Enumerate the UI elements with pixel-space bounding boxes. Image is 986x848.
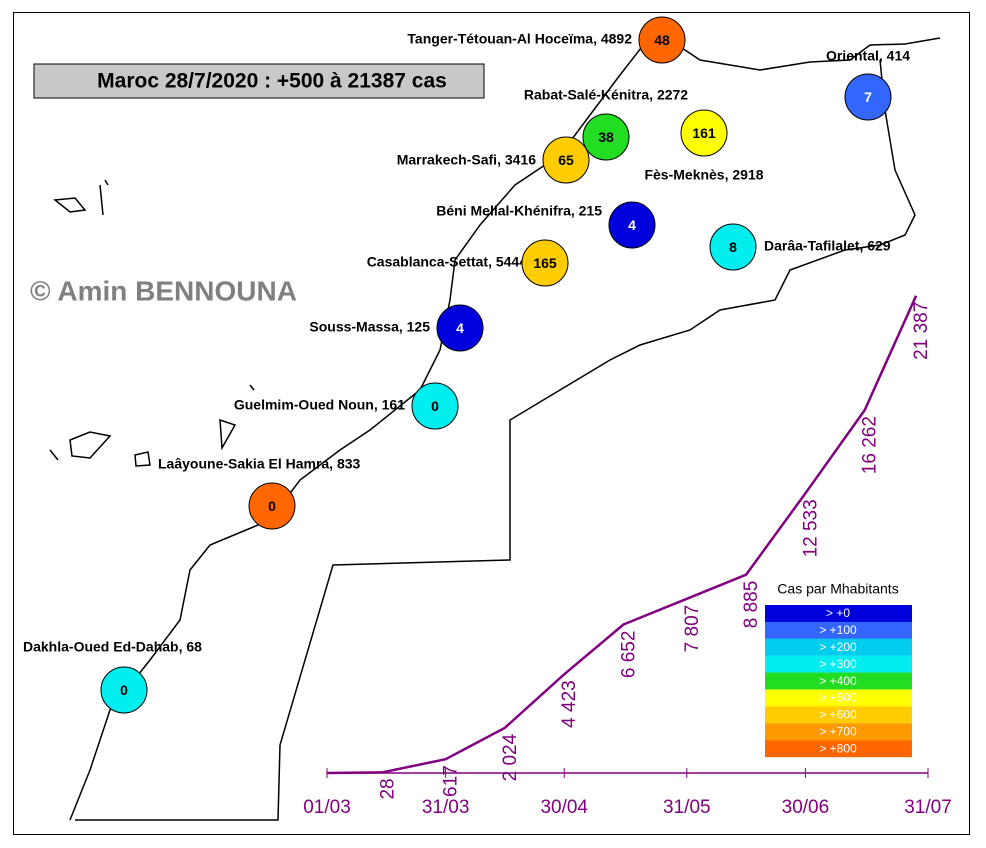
legend-label: > +100 (819, 623, 857, 637)
region-label: Dakhla-Oued Ed-Dahab, 68 (23, 639, 202, 655)
legend-swatch (765, 638, 912, 656)
value-label: 4 423 (559, 680, 580, 728)
region-label: Rabat-Salé-Kénitra, 2272 (524, 87, 688, 103)
legend: Cas par Mhabitants > +0 > +100 > +200 > +300… (765, 581, 912, 758)
region-label: Casablanca-Settat, 5444 (367, 254, 528, 270)
legend-swatch (765, 723, 912, 741)
legend-label: > +300 (819, 657, 857, 671)
inset-chart: 01/03 31/03 30/04 31/05 30/06 31/07 28 617 2 024… (303, 295, 952, 818)
value-label: 21 387 (911, 302, 932, 360)
region-bubble (411, 382, 459, 430)
region-bubble (582, 113, 630, 161)
region-value: 0 (431, 398, 439, 414)
region-bubble (100, 666, 148, 714)
region-bubble (608, 201, 656, 249)
region-value: 161 (692, 125, 716, 141)
value-label: 6 652 (619, 631, 640, 679)
x-tick-label: 01/03 (303, 797, 351, 818)
legend-label: > +600 (819, 708, 857, 722)
region-label: Darâa-Tafilalet, 629 (764, 238, 891, 254)
region-label: Fès-Meknès, 2918 (644, 167, 763, 183)
legend-label: > +800 (819, 741, 857, 755)
region-label: Marrakech-Safi, 3416 (397, 152, 537, 168)
legend-swatch (765, 740, 912, 758)
region-value: 65 (558, 152, 574, 168)
legend-swatch (765, 672, 912, 690)
title-box (33, 63, 485, 99)
regions: Tanger-Tétouan-Al Hoceïma, 4892 48Orienta… (23, 16, 910, 714)
region-label: Béni Mellal-Khénifra, 215 (436, 203, 602, 219)
region-value: 7 (864, 89, 872, 105)
x-tick-label: 30/04 (540, 797, 588, 818)
copyright: © Amin BENNOUNA (30, 275, 297, 306)
region-bubble (638, 16, 686, 64)
legend-title: Cas par Mhabitants (777, 581, 898, 597)
region-bubble (844, 73, 892, 121)
region-value: 38 (598, 129, 614, 145)
legend-swatch (765, 605, 912, 622)
region-label: Souss-Massa, 125 (309, 319, 430, 335)
region-label: Laâyoune-Sakia El Hamra, 833 (158, 456, 361, 472)
region-value: 8 (729, 239, 737, 255)
legend-label: > +200 (819, 640, 857, 654)
region-label: Guelmim-Oued Noun, 161 (234, 397, 405, 413)
region-value: 48 (654, 32, 670, 48)
value-label: 8 885 (741, 581, 762, 629)
region-label: Oriental, 414 (826, 48, 910, 64)
region-label: Tanger-Tétouan-Al Hoceïma, 4892 (407, 31, 632, 47)
cases-line (326, 295, 918, 775)
value-label: 2 024 (500, 733, 521, 781)
region-bubble (542, 136, 590, 184)
legend-swatch (765, 706, 912, 724)
region-value: 165 (533, 255, 557, 271)
x-tick-label: 30/06 (782, 797, 830, 818)
region-bubble (680, 109, 728, 157)
region-value: 4 (456, 320, 464, 336)
legend-label: > +400 (819, 674, 857, 688)
value-label: 28 (377, 778, 398, 799)
legend-swatch (765, 655, 912, 673)
x-tick-label: 31/03 (422, 797, 470, 818)
legend-label: > +0 (826, 606, 850, 620)
frame (13, 12, 970, 835)
value-label: 617 (441, 765, 462, 797)
x-tick-label: 31/05 (663, 797, 711, 818)
legend-swatch (765, 621, 912, 639)
x-tick-label: 31/07 (904, 797, 952, 818)
value-label: 16 262 (860, 416, 881, 474)
region-bubble (521, 239, 569, 287)
title: Maroc 28/7/2020 : +500 à 21387 cas (97, 70, 447, 93)
region-bubble (709, 223, 757, 271)
legend-label: > +700 (819, 724, 857, 738)
region-value: 0 (120, 682, 128, 698)
region-bubble (436, 304, 484, 352)
legend-swatch (765, 689, 912, 707)
value-label: 12 533 (800, 499, 821, 557)
value-label: 7 807 (682, 605, 703, 653)
region-value: 4 (628, 217, 636, 233)
region-value: 0 (268, 498, 276, 514)
legend-label: > +500 (819, 691, 857, 705)
region-bubble (248, 482, 296, 530)
